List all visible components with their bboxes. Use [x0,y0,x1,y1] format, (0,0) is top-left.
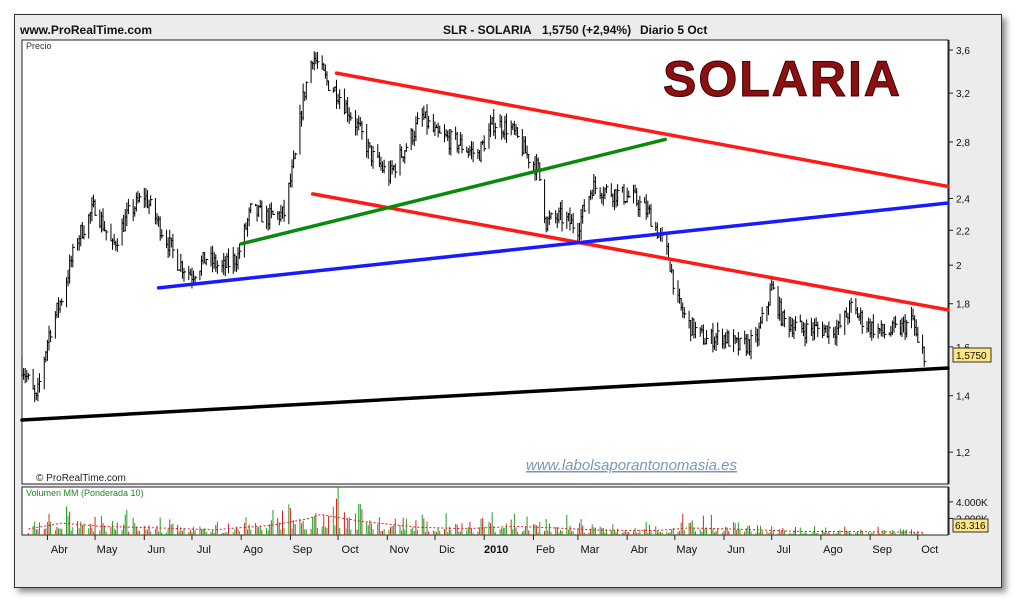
time-tick-label: May [97,544,118,556]
time-tick-label: Jun [727,544,745,556]
trend-line [20,366,950,422]
price-axis-title: Precio [26,41,52,51]
price-axis: 1,21,41,61,822,22,42,83,23,6 [949,46,970,459]
price-tick-label: 1,8 [956,300,970,311]
time-tick-label: Jul [777,544,791,556]
time-tick-label: Mar [580,544,599,556]
period-label: Diario 5 Oct [640,23,707,37]
time-axis: Abr May Jun Jul Ago Sep Oct Nov Dic 2010 Feb Mar Abr… [46,535,938,556]
time-tick-label: Jun [147,544,165,556]
last-price-label: 1,5750 [956,351,987,362]
trend-line [239,137,668,246]
price-tick-label: 2,4 [956,194,970,205]
time-tick-label: Dic [439,544,455,556]
symbol-label: SLR - SOLARIA [443,23,532,37]
trend-line [156,201,950,290]
price-tick-label: 1,4 [956,392,970,403]
quote-label: 1,5750 (+2,94%) [542,23,631,37]
source-url[interactable]: www.labolsaporantonomasia.es [526,457,737,474]
time-tick-label: Ago [243,544,263,556]
time-tick-label: Abr [51,544,68,556]
last-volume-box [952,518,989,533]
time-tick-label: Nov [390,544,410,556]
site-label[interactable]: www.ProRealTime.com [19,23,152,37]
price-bars [21,51,927,403]
time-tick-label: Oct [921,544,938,556]
volume-bars [27,487,924,535]
trend-lines [20,71,950,422]
time-tick-label: Feb [536,544,555,556]
volume-average-line [28,513,923,533]
price-tick-label: 3,2 [956,89,970,100]
last-price-box [952,347,992,363]
time-tick-label: Oct [342,544,359,556]
time-tick-label: May [676,544,697,556]
price-tick-label: 2 [956,261,962,272]
last-volume-label: 63.316 [955,521,986,532]
time-tick-label: Sep [872,544,892,556]
source-credit: © ProRealTime.com [36,473,126,484]
trend-line [310,192,950,312]
time-tick-label: Abr [631,544,648,556]
volume-panel [21,486,949,536]
trend-line [334,71,950,189]
time-tick-label: Jul [197,544,211,556]
price-tick-label: 3,6 [956,46,970,57]
price-tick-label: 2,8 [956,138,970,149]
time-tick-label: Sep [293,544,313,556]
price-tick-label: 1,2 [956,448,970,459]
time-tick-label: Ago [823,544,843,556]
volume-title: Volumen MM (Ponderada 10) [26,488,144,498]
volume-tick-label: 4.000K [956,498,988,509]
price-tick-label: 2,2 [956,226,970,237]
brand-watermark: SOLARIA [663,51,902,107]
time-tick-label: 2010 [484,544,508,556]
